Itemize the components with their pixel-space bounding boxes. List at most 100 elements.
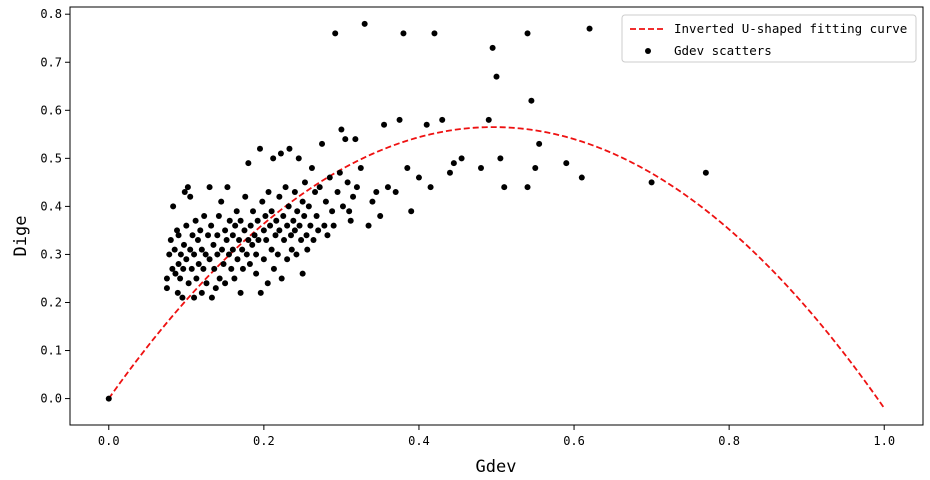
scatter-point xyxy=(218,198,225,205)
scatter-point xyxy=(291,227,298,234)
scatter-point xyxy=(262,213,269,219)
scatter-point xyxy=(260,256,267,263)
scatter-point xyxy=(458,155,465,162)
scatter-point xyxy=(450,160,457,167)
scatter-point xyxy=(330,222,337,229)
y-tick-label: 0.4 xyxy=(40,199,62,213)
scatter-point xyxy=(336,169,343,176)
scatter-point xyxy=(170,203,177,210)
scatter-point xyxy=(342,136,349,143)
scatter-point xyxy=(206,256,213,263)
scatter-point xyxy=(179,294,186,301)
scatter-point xyxy=(319,140,326,147)
scatter-point xyxy=(208,222,215,229)
scatter-point xyxy=(241,227,248,234)
x-tick-label: 1.0 xyxy=(873,434,895,448)
scatter-point xyxy=(293,251,300,258)
scatter-point xyxy=(203,280,210,287)
scatter-point xyxy=(278,275,285,282)
y-tick-label: 0.0 xyxy=(40,392,62,406)
scatter-point xyxy=(404,164,411,171)
scatter-point xyxy=(284,222,291,229)
scatter-point xyxy=(255,237,262,244)
scatter-point xyxy=(357,164,364,171)
scatter-point xyxy=(301,213,308,219)
scatter-point xyxy=(185,280,192,287)
scatter-point xyxy=(439,116,446,123)
scatter-point xyxy=(166,251,173,258)
scatter-point xyxy=(702,169,709,176)
scatter-point xyxy=(284,256,291,263)
scatter-point xyxy=(307,222,314,229)
scatter-point xyxy=(180,265,187,272)
scatter-point xyxy=(264,280,271,287)
scatter-point xyxy=(246,261,253,268)
x-tick-label: 0.6 xyxy=(563,434,585,448)
scatter-point xyxy=(308,164,315,171)
scatter-point xyxy=(163,285,170,292)
scatter-point xyxy=(332,30,339,37)
scatter-point xyxy=(218,246,225,253)
scatter-point xyxy=(198,246,205,253)
scatter-point xyxy=(477,164,484,171)
scatter-point xyxy=(256,145,263,152)
scatter-point xyxy=(267,222,274,229)
scatter-point xyxy=(257,289,264,296)
scatter-point xyxy=(322,198,329,205)
scatter-point xyxy=(251,232,258,239)
scatter-point xyxy=(184,184,191,191)
x-tick-label: 0.4 xyxy=(408,434,430,448)
scatter-point xyxy=(270,155,277,162)
x-axis-ticks: 0.0 0.2 0.4 0.6 0.8 1.0 xyxy=(98,425,895,448)
scatter-point xyxy=(312,188,319,195)
scatter-point xyxy=(396,116,403,123)
scatter-point xyxy=(384,184,391,191)
scatter-point xyxy=(273,217,280,224)
scatter-point xyxy=(353,184,360,191)
x-tick-label: 0.2 xyxy=(253,434,275,448)
plot-frame xyxy=(69,6,924,426)
scatter-point xyxy=(285,203,292,210)
scatter-point xyxy=(501,184,508,191)
scatter-point xyxy=(586,25,593,32)
scatter-point xyxy=(214,232,221,239)
curve-layer xyxy=(108,126,885,409)
scatter-point xyxy=(485,116,492,123)
scatter-point xyxy=(310,237,317,244)
scatter-point xyxy=(216,275,223,282)
scatter-point xyxy=(206,184,213,191)
scatter-point xyxy=(226,217,233,224)
scatter-point xyxy=(324,232,331,239)
scatter-point xyxy=(415,174,422,181)
scatter-point xyxy=(202,251,209,258)
scatter-point xyxy=(392,188,399,195)
y-axis-ticks: 0.0 0.1 0.2 0.3 0.4 0.5 0.6 0.7 0.8 xyxy=(40,7,70,406)
scatter-point xyxy=(175,261,182,268)
scatter-point xyxy=(288,246,295,253)
scatter-point xyxy=(245,237,252,244)
x-tick-label: 0.8 xyxy=(718,434,740,448)
scatter-point xyxy=(334,188,341,195)
y-axis-label: Dige xyxy=(11,216,31,257)
scatter-point xyxy=(536,140,543,147)
scatter-point xyxy=(189,232,196,239)
scatter-point xyxy=(243,251,250,258)
scatter-point xyxy=(181,188,188,195)
scatter-point xyxy=(177,275,184,282)
scatter-point xyxy=(326,174,333,181)
scatter-point xyxy=(304,246,311,253)
scatter-point xyxy=(291,188,298,195)
scatter-point xyxy=(268,208,275,215)
scatter-point xyxy=(301,179,308,186)
scatter-point xyxy=(294,208,301,215)
scatter-point xyxy=(225,251,232,258)
scatter-point xyxy=(497,155,504,162)
scatter-point xyxy=(220,261,227,268)
x-tick-label: 0.0 xyxy=(98,434,120,448)
scatter-point xyxy=(191,294,198,301)
scatter-point xyxy=(174,227,181,234)
scatter-point xyxy=(280,213,287,219)
scatter-point xyxy=(177,251,184,258)
scatter-point xyxy=(313,213,320,219)
scatter-point xyxy=(299,198,306,205)
